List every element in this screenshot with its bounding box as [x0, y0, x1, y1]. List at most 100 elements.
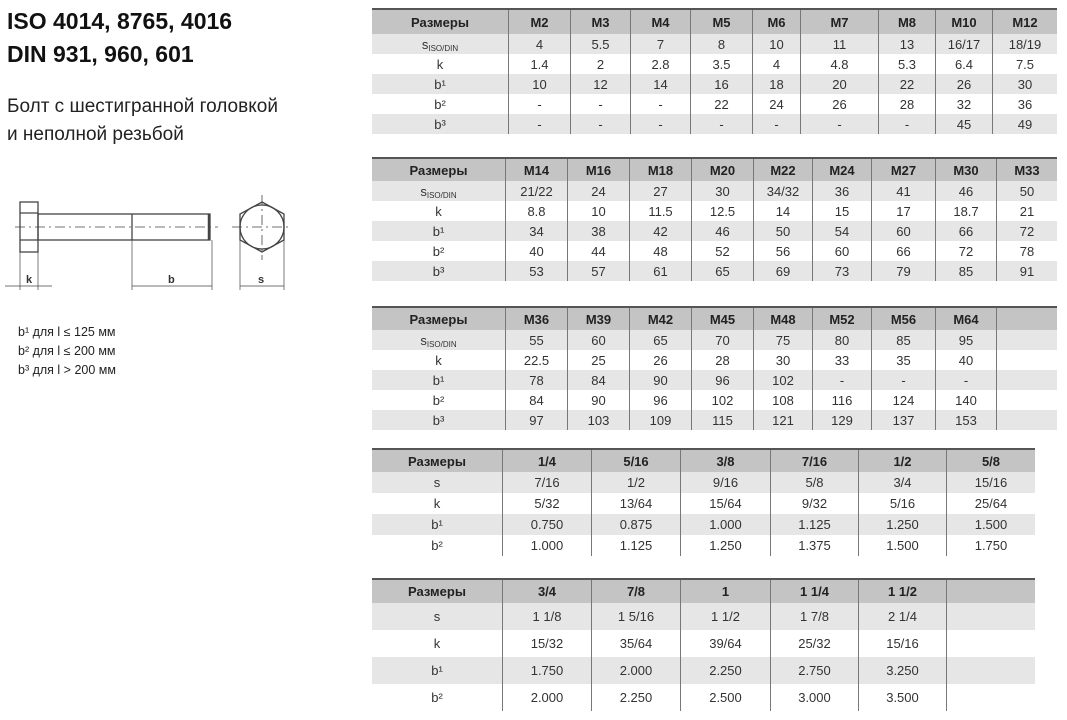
value-cell-text: 42: [653, 223, 668, 239]
value-cell: 60: [871, 221, 935, 241]
header-cell-label-text: Размеры: [411, 14, 469, 30]
header-cell: 1/2: [858, 450, 946, 472]
row-label-cell-text: b³: [434, 116, 446, 132]
value-cell: 90: [567, 390, 629, 410]
value-cell-text: -: [537, 116, 542, 132]
value-cell-text: -: [901, 372, 906, 388]
value-cell-text: -: [839, 372, 845, 388]
value-cell: 2.000: [502, 684, 591, 711]
value-cell: 10: [567, 201, 629, 221]
value-cell-text: 97: [529, 412, 544, 428]
table-row: s ISO/DIN 4 5.5 7 8 10 11 13 16/17 18/19: [372, 34, 1057, 54]
value-cell: 78: [996, 241, 1057, 261]
row-label-cell: b¹: [372, 370, 505, 390]
value-cell: 72: [996, 221, 1057, 241]
value-cell: 1.500: [858, 535, 946, 556]
value-cell: -: [800, 114, 878, 134]
value-cell: 137: [871, 410, 935, 430]
row-label-cell: b²: [372, 684, 502, 711]
value-cell-text: 50: [1019, 183, 1035, 199]
header-cell: M48: [753, 308, 812, 330]
value-cell-text: 11.5: [648, 203, 673, 219]
value-cell-text: 22: [714, 96, 729, 112]
header-cell: M16: [567, 159, 629, 181]
value-cell: -: [570, 94, 630, 114]
value-cell: 42: [629, 221, 691, 241]
header-cell-text: M64: [953, 311, 979, 327]
value-cell-text: 27: [653, 183, 668, 199]
header-cell-text: M6: [767, 14, 786, 30]
row-label-cell-text: b¹: [432, 223, 445, 239]
value-cell-text: 84: [529, 392, 544, 408]
header-cell: M20: [691, 159, 753, 181]
value-cell-text: 30: [715, 183, 730, 199]
header-cell: M27: [871, 159, 935, 181]
row-label-cell: k: [372, 493, 502, 514]
value-cell: 108: [753, 390, 812, 410]
header-cell: M12: [992, 10, 1057, 34]
value-cell: 96: [691, 370, 753, 390]
value-cell: 30: [691, 181, 753, 201]
row-label-cell: b²: [372, 94, 508, 114]
value-cell: 15/32: [502, 630, 591, 657]
value-cell: 124: [871, 390, 935, 410]
header-cell-text: M18: [647, 162, 674, 178]
value-cell-text: 1.4: [530, 56, 549, 72]
header-cell: M10: [935, 10, 992, 34]
value-cell-text: 34: [529, 223, 544, 239]
value-cell-text: 45: [956, 116, 972, 132]
row-label-cell: b¹: [372, 74, 508, 94]
value-cell: 75: [753, 330, 812, 350]
value-cell: 96: [629, 390, 691, 410]
value-cell: 2 1/4: [858, 603, 946, 630]
value-cell-text: 8.8: [527, 203, 546, 219]
value-cell-text: 1 1/2: [711, 609, 740, 624]
value-cell-text: 35/64: [619, 636, 653, 651]
value-cell: 27: [629, 181, 691, 201]
value-cell-text: 1 5/16: [617, 609, 655, 624]
value-cell: 4: [508, 34, 570, 54]
value-cell: 1/2: [591, 472, 680, 493]
header-cell: [946, 580, 1035, 603]
row-label-cell-text: b¹: [431, 663, 443, 678]
row-label-cell-text: k: [433, 636, 441, 651]
value-cell-text: 1.500: [886, 538, 919, 553]
value-cell-text: 14: [653, 76, 668, 92]
value-cell: 0.875: [591, 514, 680, 535]
value-cell: 20: [800, 74, 878, 94]
value-cell-text: -: [904, 116, 910, 132]
value-cell-text: -: [598, 116, 603, 132]
value-cell-text: 25/32: [798, 636, 831, 651]
value-cell: 16: [690, 74, 752, 94]
value-cell: 7/16: [502, 472, 591, 493]
value-cell-text: 75: [775, 332, 791, 348]
value-cell-text: 4: [772, 56, 781, 72]
value-cell: 12: [570, 74, 630, 94]
value-cell-text: 66: [896, 243, 911, 259]
value-cell-text: 85: [896, 332, 911, 348]
value-cell-text: 33: [834, 352, 850, 368]
row-label-cell: b²: [372, 241, 505, 261]
value-cell-text: 16/17: [947, 36, 981, 52]
value-cell: 33: [812, 350, 871, 370]
value-cell: 26: [629, 350, 691, 370]
value-cell-text: 30: [775, 352, 791, 368]
value-cell-text: 20: [832, 76, 847, 92]
value-cell: 1 7/8: [770, 603, 858, 630]
table-row: b³ 97 103 109 115 121 129 137 153: [372, 410, 1057, 430]
value-cell: 13: [878, 34, 935, 54]
value-cell-text: 25: [591, 352, 606, 368]
value-cell: 91: [996, 261, 1057, 281]
value-cell: 2.8: [630, 54, 690, 74]
value-cell-text: -: [719, 116, 724, 132]
header-cell-label: Размеры: [372, 450, 502, 472]
value-cell: 16/17: [935, 34, 992, 54]
value-cell: 4.8: [800, 54, 878, 74]
value-cell-text: 22: [899, 76, 915, 92]
value-cell-text: 2.500: [709, 690, 742, 705]
value-cell: 60: [812, 241, 871, 261]
value-cell: 115: [691, 410, 753, 430]
value-cell-text: 9/32: [801, 496, 828, 511]
value-cell-text: 57: [591, 263, 606, 279]
value-cell-text: 1.000: [709, 517, 742, 532]
